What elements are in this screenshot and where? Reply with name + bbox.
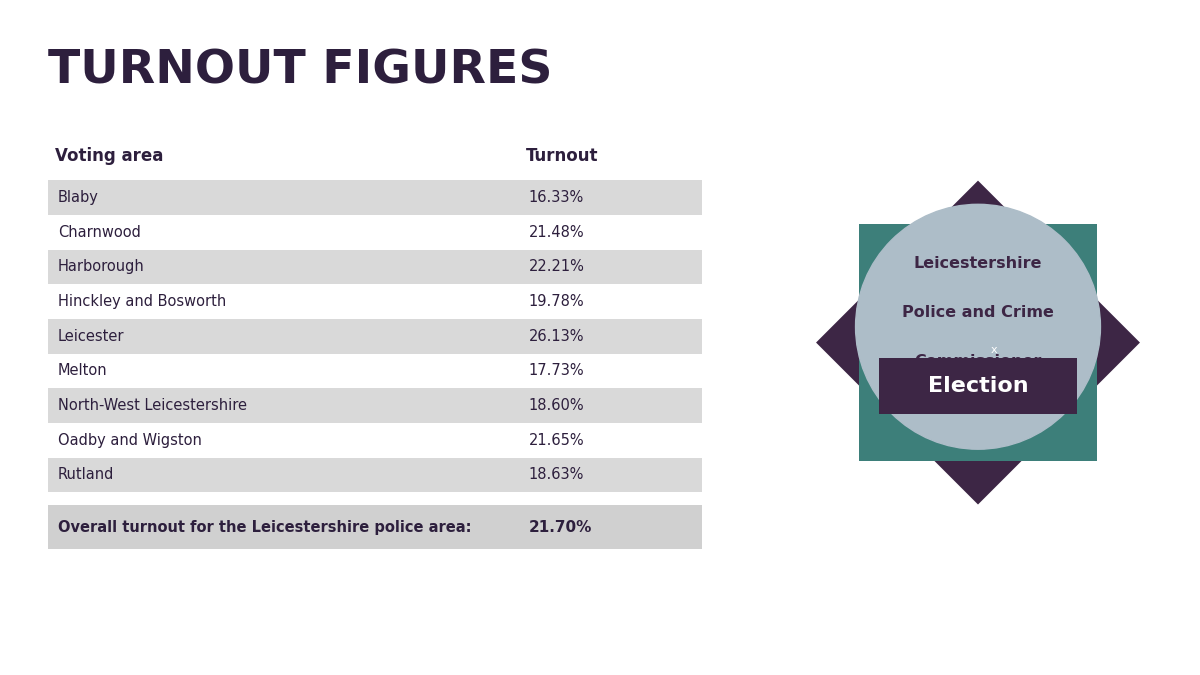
Circle shape [856,205,1100,450]
Text: Leicester: Leicester [58,329,125,344]
FancyBboxPatch shape [48,458,702,492]
Text: Charnwood: Charnwood [58,225,140,240]
Text: Commissioner: Commissioner [914,354,1042,369]
Text: 17.73%: 17.73% [529,363,584,379]
Text: TURNOUT FIGURES: TURNOUT FIGURES [48,49,552,93]
Text: Overall turnout for the Leicestershire police area:: Overall turnout for the Leicestershire p… [58,520,472,535]
FancyBboxPatch shape [48,423,702,458]
FancyBboxPatch shape [48,284,702,319]
Text: 16.33%: 16.33% [529,190,584,205]
FancyBboxPatch shape [48,388,702,423]
Text: Turnout: Turnout [526,147,598,165]
Text: Police and Crime: Police and Crime [902,305,1054,320]
FancyBboxPatch shape [880,358,1076,414]
FancyBboxPatch shape [48,319,702,354]
Text: 18.60%: 18.60% [529,398,584,413]
FancyBboxPatch shape [48,505,702,549]
Text: leicester.gov.uk/pccelection: leicester.gov.uk/pccelection [48,605,482,633]
Text: #PCCelections2024: #PCCelections2024 [860,605,1164,633]
Text: Oadby and Wigston: Oadby and Wigston [58,433,202,448]
Text: Melton: Melton [58,363,108,379]
Text: 22.21%: 22.21% [529,259,584,274]
Bar [859,224,1097,461]
Text: 18.63%: 18.63% [529,468,584,483]
Text: Election: Election [928,376,1028,396]
Text: 19.78%: 19.78% [529,294,584,309]
Text: Blaby: Blaby [58,190,98,205]
Text: 26.13%: 26.13% [529,329,584,344]
Polygon shape [816,181,1140,504]
Text: 21.48%: 21.48% [529,225,584,240]
Text: North-West Leicestershire: North-West Leicestershire [58,398,247,413]
Text: 21.65%: 21.65% [529,433,584,448]
Text: Leicestershire: Leicestershire [913,256,1043,271]
FancyBboxPatch shape [48,354,702,388]
Text: Harborough: Harborough [58,259,144,274]
FancyBboxPatch shape [48,180,702,215]
Text: 21.70%: 21.70% [529,520,592,535]
FancyBboxPatch shape [48,250,702,284]
Text: Hinckley and Bosworth: Hinckley and Bosworth [58,294,226,309]
FancyBboxPatch shape [48,215,702,250]
Text: Voting area: Voting area [54,147,163,165]
Text: x: x [990,346,997,356]
Text: Rutland: Rutland [58,468,114,483]
